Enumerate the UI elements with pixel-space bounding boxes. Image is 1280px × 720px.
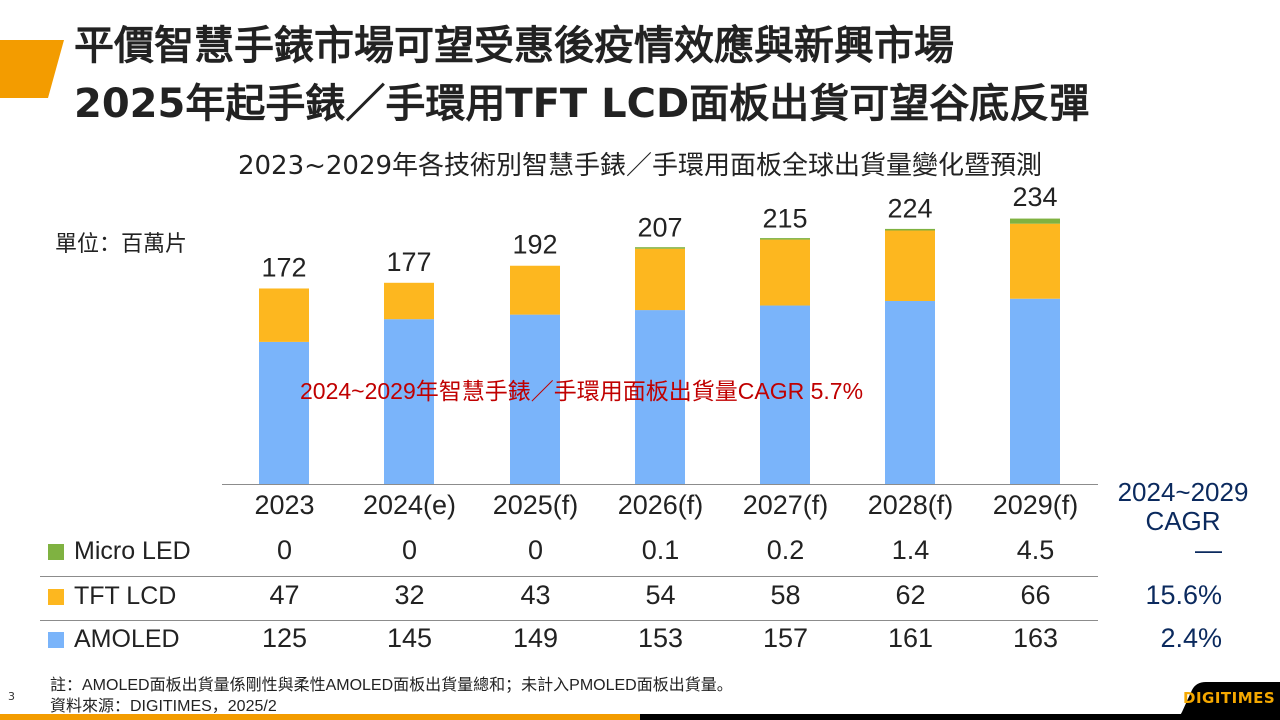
column-header: 2026(f) <box>617 490 704 520</box>
table-cell: 149 <box>512 623 559 653</box>
bar-micro-led-2029(f) <box>1010 218 1060 224</box>
table-cell: 58 <box>770 580 801 610</box>
legend-label: AMOLED <box>74 625 180 653</box>
total-label-2028(f): 224 <box>887 193 932 223</box>
table-separator <box>40 620 1098 621</box>
column-header: 2029(f) <box>992 490 1079 520</box>
total-label-2024(e): 177 <box>386 247 431 277</box>
column-header: 2027(f) <box>742 490 829 520</box>
total-label-2027(f): 215 <box>762 204 807 234</box>
footnote-source: 資料來源：DIGITIMES，2025/2 <box>50 698 277 715</box>
table-cell: 54 <box>645 580 676 610</box>
bar-tft-lcd-2023 <box>259 288 309 342</box>
bar-amoled-2029(f) <box>1010 298 1060 484</box>
bar-micro-led-2026(f) <box>635 247 685 249</box>
bar-tft-lcd-2026(f) <box>635 248 685 311</box>
table-cell: 43 <box>520 580 551 610</box>
legend-swatch <box>48 588 64 605</box>
table-cell: 0.2 <box>766 535 805 565</box>
total-label-2029(f): 234 <box>1012 182 1057 212</box>
bar-amoled-2026(f) <box>635 310 685 484</box>
logo-background <box>1150 682 1280 720</box>
table-cell: 0 <box>276 535 293 565</box>
table-cell: 32 <box>394 580 425 610</box>
legend-swatch <box>48 631 64 648</box>
cagr-value-amoled: 2.4% <box>1160 623 1222 653</box>
bottom-bar-black <box>640 714 1280 720</box>
total-label-2023: 172 <box>261 252 306 282</box>
table-cell: 157 <box>762 623 809 653</box>
table-cell: 0.1 <box>641 535 680 565</box>
page-title-line1: 平價智慧手錶市場可望受惠後疫情效應與新興市場 <box>74 23 954 69</box>
total-label-2026(f): 207 <box>637 213 682 243</box>
table-cell: 161 <box>887 623 934 653</box>
row-label-amoled: AMOLED <box>48 625 180 654</box>
table-cell: 1.4 <box>891 535 930 565</box>
table-cell: 47 <box>269 580 300 610</box>
table-cell: 153 <box>637 623 684 653</box>
column-header: 2024(e) <box>362 490 457 520</box>
page-title-line2: 2025年起手錶／手環用TFT LCD面板出貨可望谷底反彈 <box>74 81 1090 127</box>
bar-amoled-2025(f) <box>510 314 560 484</box>
chart-title: 2023~2029年各技術別智慧手錶／手環用面板全球出貨量變化暨預測 <box>0 150 1280 182</box>
cagr-header: 2024~2029 CAGR <box>1098 478 1268 536</box>
bar-tft-lcd-2029(f) <box>1010 223 1060 299</box>
chart-title-text: 2023~2029年各技術別智慧手錶／手環用面板全球出貨量變化暨預測 <box>237 151 1043 181</box>
table-cell: 62 <box>895 580 926 610</box>
row-label-tft-lcd: TFT LCD <box>48 582 176 611</box>
total-label-2025(f): 192 <box>512 230 557 260</box>
accent-parallelogram <box>0 40 64 98</box>
bar-amoled-2023 <box>259 341 309 484</box>
cagr-value-micro-led: — <box>1195 535 1222 565</box>
column-header: 2025(f) <box>492 490 579 520</box>
bar-tft-lcd-2025(f) <box>510 265 560 315</box>
table-cell: 0 <box>401 535 418 565</box>
row-label-micro-led: Micro LED <box>48 537 191 566</box>
cagr-header-line1: 2024~2029 <box>1117 477 1249 507</box>
cagr-annotation: 2024~2029年智慧手錶／手環用面板出貨量CAGR 5.7% <box>300 378 864 404</box>
bar-amoled-2024(e) <box>384 319 434 484</box>
bar-tft-lcd-2028(f) <box>885 230 935 301</box>
table-separator <box>40 576 1098 577</box>
cagr-header-line2: CAGR <box>1145 506 1221 536</box>
legend-swatch <box>48 543 64 560</box>
bottom-bar-orange <box>0 714 640 720</box>
legend-label: Micro LED <box>74 537 191 565</box>
legend-label: TFT LCD <box>74 582 177 610</box>
bar-micro-led-2027(f) <box>760 238 810 240</box>
cagr-value-tft-lcd: 15.6% <box>1145 580 1222 610</box>
unit-label: 單位：百萬片 <box>55 232 188 257</box>
footnote-note: 註：AMOLED面板出貨量係剛性與柔性AMOLED面板出貨量總和；未計入PMOL… <box>50 677 733 694</box>
table-cell: 125 <box>261 623 308 653</box>
bar-tft-lcd-2027(f) <box>760 239 810 306</box>
table-cell: 145 <box>386 623 433 653</box>
digitimes-logo: DIGITIMES <box>1183 689 1276 707</box>
column-header: 2023 <box>254 490 315 520</box>
table-cell: 66 <box>1020 580 1051 610</box>
page-number: 3 <box>8 690 15 703</box>
table-cell: 4.5 <box>1016 535 1055 565</box>
bar-amoled-2028(f) <box>885 300 935 484</box>
bar-micro-led-2028(f) <box>885 228 935 231</box>
bar-tft-lcd-2024(e) <box>384 282 434 320</box>
bar-amoled-2027(f) <box>760 305 810 484</box>
table-cell: 163 <box>1012 623 1059 653</box>
column-header: 2028(f) <box>867 490 954 520</box>
table-cell: 0 <box>527 535 544 565</box>
